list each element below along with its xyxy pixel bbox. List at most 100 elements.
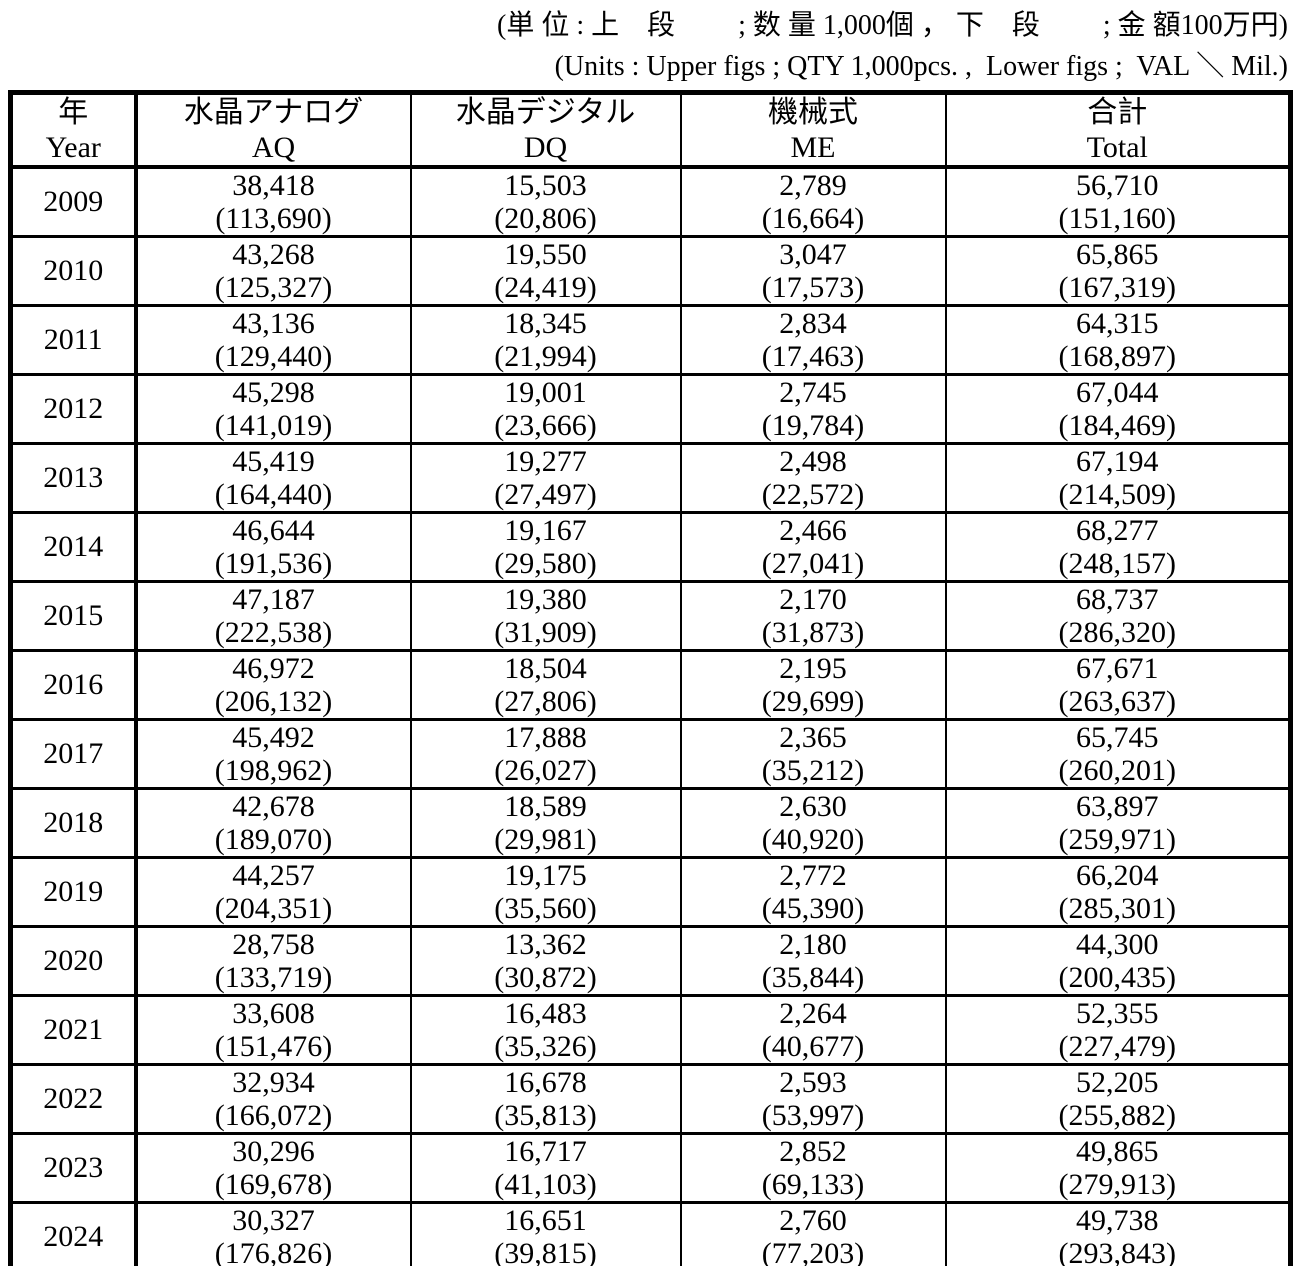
qty-value: 2,745 [779, 376, 847, 409]
col-header-dq-en: DQ [523, 131, 568, 164]
col-header-quartz-analog: 水晶アナログ AQ [134, 91, 412, 169]
val-value: (260,201) [1058, 754, 1176, 787]
qty-value: 68,277 [1076, 514, 1159, 547]
year-cell: 2010 [9, 235, 138, 307]
val-value: (222,538) [214, 616, 333, 649]
qty-value: 45,419 [232, 445, 315, 478]
table-row: 2014 46,644 (191,536) 19,167 (29,580) 2,… [9, 511, 1292, 583]
data-cell-total: 66,204 (285,301) [944, 856, 1292, 928]
table-row: 2024 30,327 (176,826) 16,651 (39,815) 2,… [9, 1201, 1292, 1266]
table-row: 2021 33,608 (151,476) 16,483 (35,326) 2,… [9, 994, 1292, 1066]
year-cell: 2020 [9, 925, 138, 997]
data-cell-me: 2,852 (69,133) [679, 1132, 947, 1204]
watch-production-table: 年 Year 水晶アナログ AQ 水晶デジタル DQ 機械式 ME 合計 T [8, 90, 1293, 1266]
data-cell-me: 2,466 (27,041) [679, 511, 947, 583]
val-value: (35,813) [494, 1099, 597, 1132]
qty-value: 2,498 [779, 445, 847, 478]
val-value: (40,677) [761, 1030, 865, 1063]
data-cell-dq: 19,167 (29,580) [409, 511, 682, 583]
qty-value: 42,678 [232, 790, 315, 823]
table-row: 2023 30,296 (169,678) 16,717 (41,103) 2,… [9, 1132, 1292, 1204]
data-cell-dq: 19,550 (24,419) [409, 235, 682, 307]
data-cell-me: 2,834 (17,463) [679, 304, 947, 376]
data-cell-total: 56,710 (151,160) [944, 165, 1292, 238]
header-row: 年 Year 水晶アナログ AQ 水晶デジタル DQ 機械式 ME 合計 T [9, 91, 1292, 169]
qty-value: 16,483 [504, 997, 587, 1030]
year-cell: 2012 [9, 373, 138, 445]
val-value: (133,719) [214, 961, 333, 994]
val-value: (77,203) [761, 1237, 865, 1266]
val-value: (27,041) [761, 547, 865, 580]
qty-value: 44,257 [232, 859, 315, 892]
val-value: (27,497) [494, 478, 597, 511]
val-value: (35,212) [761, 754, 865, 787]
qty-value: 2,593 [779, 1066, 847, 1099]
table-row: 2022 32,934 (166,072) 16,678 (35,813) 2,… [9, 1063, 1292, 1135]
year-cell: 2013 [9, 442, 138, 514]
table-row: 2013 45,419 (164,440) 19,277 (27,497) 2,… [9, 442, 1292, 514]
table-row: 2012 45,298 (141,019) 19,001 (23,666) 2,… [9, 373, 1292, 445]
val-value: (29,580) [494, 547, 597, 580]
data-cell-total: 68,737 (286,320) [944, 580, 1292, 652]
units-note-english: (Units : Upper figs ; QTY 1,000pcs. , Lo… [554, 51, 1288, 82]
table-row: 2015 47,187 (222,538) 19,380 (31,909) 2,… [9, 580, 1292, 652]
data-cell-aq: 45,492 (198,962) [134, 718, 412, 790]
table-row: 2018 42,678 (189,070) 18,589 (29,981) 2,… [9, 787, 1292, 859]
val-value: (125,327) [214, 271, 333, 304]
data-cell-dq: 18,504 (27,806) [409, 649, 682, 721]
qty-value: 28,758 [232, 928, 315, 961]
data-cell-me: 2,180 (35,844) [679, 925, 947, 997]
qty-value: 56,710 [1076, 169, 1159, 202]
val-value: (17,573) [761, 271, 865, 304]
val-value: (30,872) [494, 961, 597, 994]
qty-value: 65,865 [1076, 238, 1159, 271]
qty-value: 16,651 [504, 1204, 587, 1237]
data-cell-aq: 46,972 (206,132) [134, 649, 412, 721]
val-value: (248,157) [1058, 547, 1176, 580]
val-value: (41,103) [494, 1168, 597, 1201]
qty-value: 2,264 [779, 997, 847, 1030]
qty-value: 67,671 [1076, 652, 1159, 685]
qty-value: 43,268 [232, 238, 315, 271]
data-cell-aq: 45,298 (141,019) [134, 373, 412, 445]
qty-value: 2,180 [779, 928, 847, 961]
val-value: (176,826) [214, 1237, 333, 1266]
col-header-me-en: ME [790, 131, 836, 164]
qty-value: 19,175 [504, 859, 587, 892]
data-cell-total: 67,194 (214,509) [944, 442, 1292, 514]
val-value: (191,536) [214, 547, 333, 580]
table-row: 2011 43,136 (129,440) 18,345 (21,994) 2,… [9, 304, 1292, 376]
table-row: 2017 45,492 (198,962) 17,888 (26,027) 2,… [9, 718, 1292, 790]
val-value: (29,981) [494, 823, 597, 856]
val-value: (141,019) [214, 409, 333, 442]
data-cell-dq: 19,001 (23,666) [409, 373, 682, 445]
val-value: (166,072) [214, 1099, 333, 1132]
data-cell-dq: 16,483 (35,326) [409, 994, 682, 1066]
qty-value: 30,296 [232, 1135, 315, 1168]
data-cell-me: 2,789 (16,664) [679, 165, 947, 238]
col-header-quartz-digital: 水晶デジタル DQ [409, 91, 682, 169]
year-cell: 2014 [9, 511, 138, 583]
qty-value: 49,865 [1076, 1135, 1159, 1168]
qty-value: 2,834 [779, 307, 847, 340]
data-cell-total: 65,865 (167,319) [944, 235, 1292, 307]
qty-value: 33,608 [232, 997, 315, 1030]
val-value: (16,664) [761, 202, 865, 235]
data-cell-aq: 46,644 (191,536) [134, 511, 412, 583]
year-cell: 2017 [9, 718, 138, 790]
data-cell-me: 2,498 (22,572) [679, 442, 947, 514]
table-row: 2016 46,972 (206,132) 18,504 (27,806) 2,… [9, 649, 1292, 721]
qty-value: 30,327 [232, 1204, 315, 1237]
val-value: (17,463) [761, 340, 865, 373]
data-cell-total: 67,671 (263,637) [944, 649, 1292, 721]
qty-value: 18,345 [504, 307, 587, 340]
col-header-mechanical: 機械式 ME [679, 91, 947, 169]
data-cell-aq: 42,678 (189,070) [134, 787, 412, 859]
table-row: 2019 44,257 (204,351) 19,175 (35,560) 2,… [9, 856, 1292, 928]
val-value: (198,962) [214, 754, 333, 787]
data-cell-total: 63,897 (259,971) [944, 787, 1292, 859]
units-note: (単 位 : 上 段 ; 数 量 1,000個 ， 下 段 ; 金 額100万円… [0, 0, 1288, 87]
data-cell-aq: 30,296 (169,678) [134, 1132, 412, 1204]
data-cell-me: 2,365 (35,212) [679, 718, 947, 790]
qty-value: 19,277 [504, 445, 587, 478]
